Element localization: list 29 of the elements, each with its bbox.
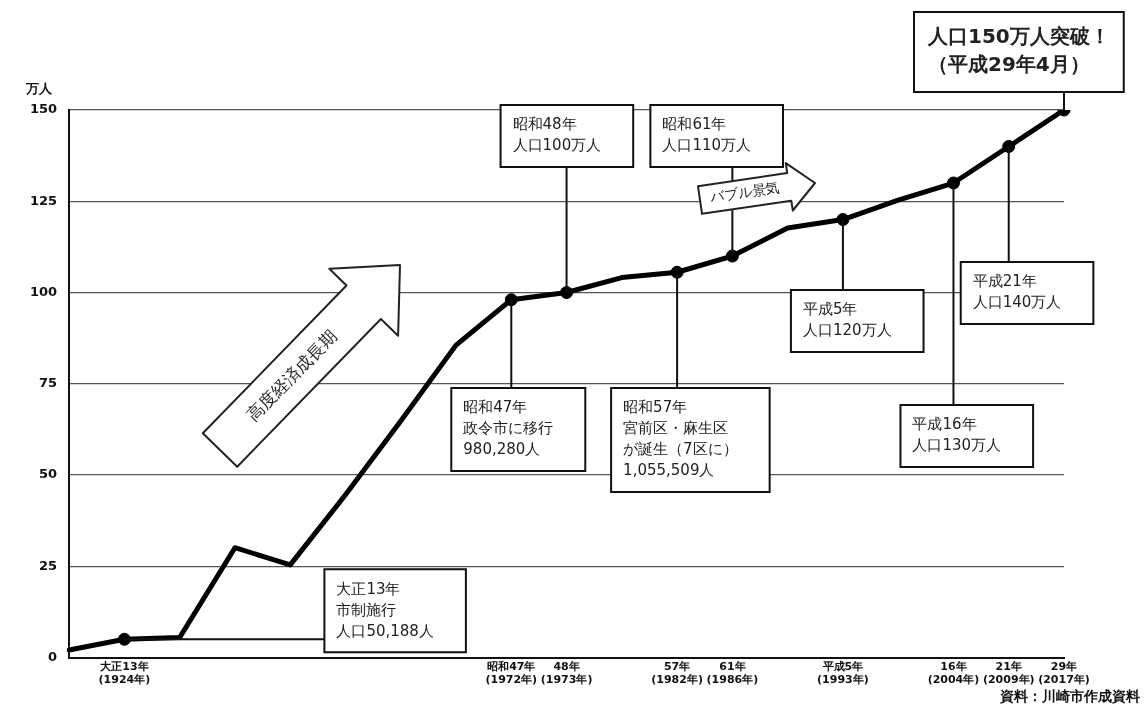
annotation: 平成16年人口130万人 [912,415,1002,455]
x-tick-label: 29年 (2017年) [1038,660,1090,687]
x-tick-label: 昭和47年 (1972年) [485,660,538,687]
annotation: 平成21年人口140万人 [972,272,1062,312]
y-axis-title: 万人 [25,80,54,96]
x-tick-label: 平成5年 (1993年) [817,660,869,687]
y-tick-label: 150 [30,101,58,117]
annotation: 高度経済成長期 [242,325,342,427]
x-tick-label: 48年 (1973年) [540,660,593,687]
annotation: 大正13年市制施行人口50,188人 [336,579,434,640]
annotation: バブル景気 [708,179,781,208]
y-tick-label: 50 [39,466,58,482]
x-tick-label: 61年 (1986年) [706,660,759,687]
annotation: 昭和48年人口100万人 [512,115,602,155]
y-tick-label: 75 [39,375,58,391]
annotation: 昭和47年政令市に移行980,280人 [463,398,554,459]
x-tick-label: 57年 (1982年) [651,660,703,687]
x-tick-label: 16年 (2004年) [927,660,980,687]
annotation: 昭和57年宮前区・麻生区が誕生（7区に）1,055,509人 [623,398,738,480]
annotation: 平成5年人口120万人 [802,300,892,340]
y-tick-label: 25 [39,557,58,573]
y-tick-label: 100 [30,283,58,299]
y-tick-label: 0 [48,648,58,664]
annotation: 昭和61年人口110万人 [662,115,752,155]
x-tick-label: 21年 (2009年) [982,660,1035,687]
text: 資料：川崎市作成資料 [999,687,1140,704]
y-tick-label: 125 [30,192,58,208]
x-tick-label: 大正13年 (1924年) [98,660,151,687]
annotation: 人口150万人突破！（平成29年4月） [927,24,1110,77]
